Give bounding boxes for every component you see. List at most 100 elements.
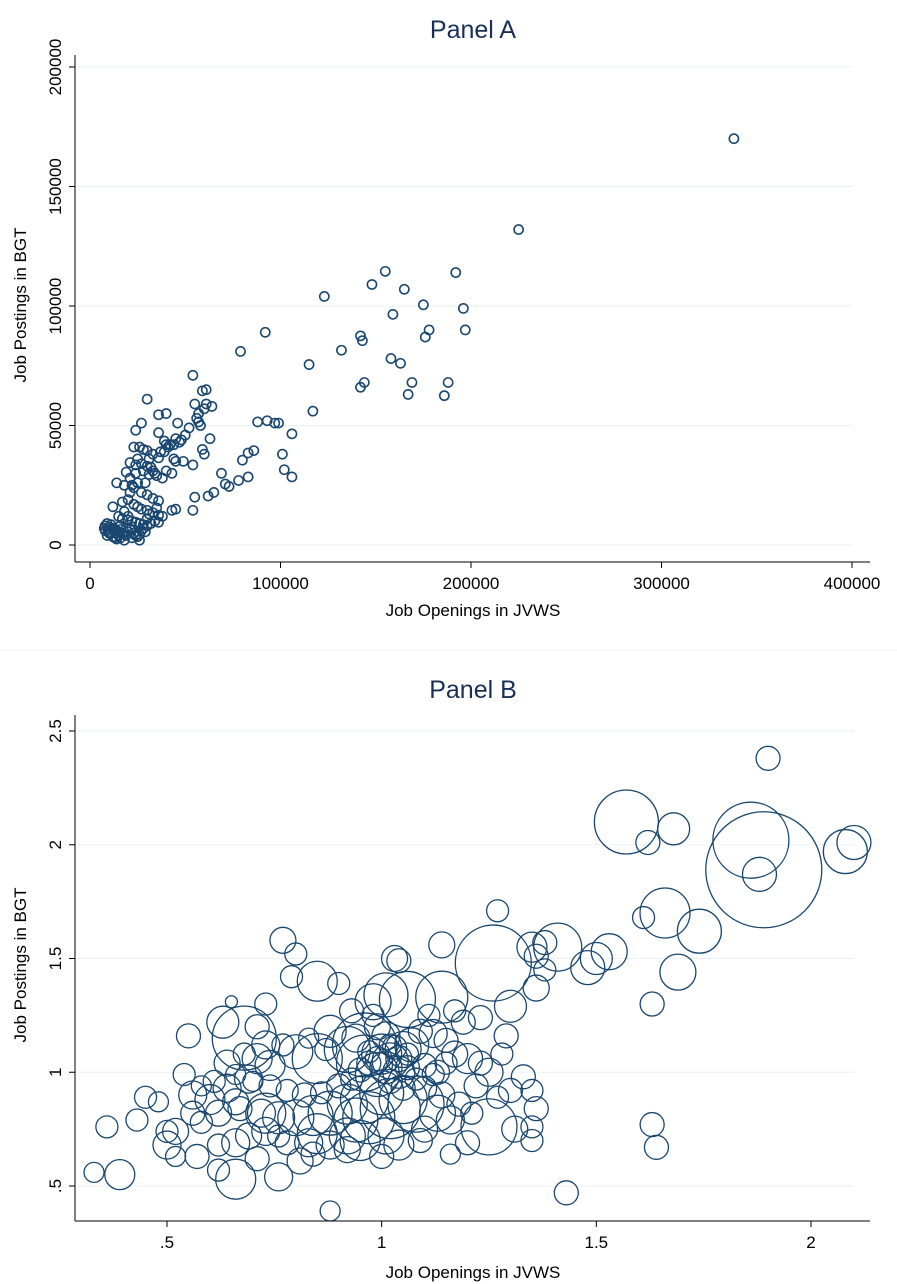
data-point [193, 408, 204, 419]
data-bubble [516, 931, 548, 963]
a-y-tick-label: 50000 [46, 402, 65, 449]
data-bubble [364, 1045, 391, 1072]
panel-a: Panel A 0 50000 100000 150000 200000 0 100000 2… [11, 16, 880, 620]
data-point [141, 513, 153, 525]
data-bubble [635, 829, 661, 856]
data-point [116, 513, 128, 525]
data-bubble [363, 1013, 392, 1041]
data-point [115, 520, 126, 532]
data-bubble [245, 1092, 287, 1134]
a-y-tick-label: 100000 [46, 278, 65, 335]
data-bubble [263, 1162, 294, 1192]
data-point [242, 471, 254, 483]
data-bubble [338, 998, 365, 1024]
data-bubble [244, 1146, 270, 1172]
a-x-tick-label: 100000 [252, 574, 309, 593]
data-bubble [579, 941, 613, 976]
data-point [513, 224, 525, 235]
data-bubble [631, 905, 656, 930]
data-point [303, 359, 315, 370]
data-bubble [279, 965, 304, 989]
data-point [259, 326, 271, 338]
data-point [160, 408, 172, 419]
data-point [134, 534, 145, 546]
b-y-tick-label: .5 [46, 1179, 65, 1193]
data-point [155, 446, 166, 458]
a-x-tick-label: 200000 [443, 574, 500, 593]
data-bubble [593, 789, 660, 855]
data-bubble [639, 887, 691, 939]
data-bubble [394, 1055, 421, 1081]
data-point [419, 331, 431, 343]
data-bubble [532, 929, 558, 956]
data-bubble [380, 944, 409, 973]
data-bubble [298, 1027, 320, 1049]
data-bubble [490, 1042, 514, 1066]
data-bubble [307, 1090, 353, 1136]
data-point [235, 346, 246, 357]
data-bubble [152, 1130, 182, 1160]
data-bubble [450, 1009, 476, 1035]
data-bubble [570, 949, 606, 986]
data-bubble [741, 856, 778, 892]
data-bubble [454, 924, 532, 1002]
data-bubble [313, 1014, 347, 1048]
data-point [118, 506, 130, 517]
data-point [442, 377, 454, 388]
data-point [195, 420, 206, 431]
data-point [242, 447, 254, 459]
data-bubble [359, 1078, 421, 1140]
data-point [355, 330, 366, 342]
data-point [198, 448, 210, 460]
data-bubble [407, 1018, 433, 1044]
data-point [136, 417, 147, 429]
a-y-tick-label: 150000 [46, 158, 65, 215]
data-bubble [206, 1133, 231, 1157]
data-point [450, 267, 462, 278]
b-x-tick-label: 1.5 [585, 1233, 609, 1252]
data-point [118, 479, 130, 491]
data-bubble [172, 1062, 196, 1087]
data-bubble [523, 1096, 549, 1122]
data-bubble [224, 995, 239, 1009]
data-bubble [639, 991, 665, 1017]
data-bubble [497, 1077, 524, 1104]
data-bubble [296, 1113, 338, 1155]
data-point [137, 465, 149, 477]
data-bubble [296, 960, 338, 1002]
data-point [269, 417, 281, 429]
data-bubble [454, 1130, 481, 1156]
data-point [395, 357, 406, 369]
data-point [124, 457, 136, 468]
data-bubble [339, 1119, 381, 1162]
data-bubble [284, 942, 308, 966]
data-bubble [175, 1023, 202, 1049]
a-y-tick-label: 0 [46, 540, 65, 549]
data-point [141, 489, 153, 501]
data-bubble [446, 1091, 472, 1117]
data-bubble [493, 989, 528, 1023]
data-bubble [251, 1116, 281, 1147]
data-point [164, 439, 176, 451]
data-bubble [656, 812, 691, 846]
data-point [379, 265, 391, 277]
data-point [141, 393, 153, 405]
data-bubble [327, 971, 351, 996]
data-bubble [443, 999, 467, 1023]
data-bubble [369, 1143, 395, 1170]
data-point [206, 400, 218, 412]
data-bubble [333, 1097, 379, 1143]
data-point [120, 522, 132, 534]
data-point [158, 446, 170, 458]
data-point [728, 133, 740, 145]
data-bubble [342, 1091, 396, 1145]
data-bubble [523, 943, 549, 969]
data-bubble [291, 1082, 318, 1108]
data-point [200, 398, 212, 410]
data-bubble [493, 1023, 519, 1049]
data-point [387, 308, 399, 320]
data-bubble [485, 1085, 510, 1109]
data-point [172, 417, 184, 429]
data-point [153, 516, 164, 528]
